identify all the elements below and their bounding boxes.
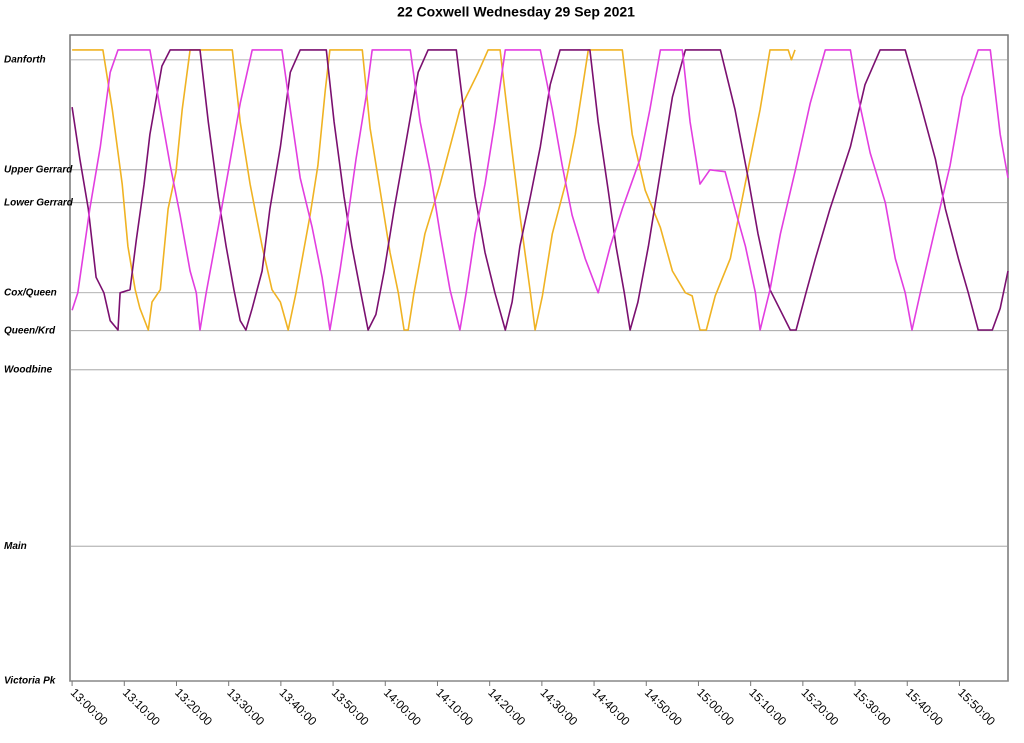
vehicle-line xyxy=(72,49,796,331)
y-tick-label: Main xyxy=(4,541,27,552)
x-tick-label: 13:00:00 xyxy=(68,685,111,728)
x-tick-label: 15:50:00 xyxy=(955,685,998,728)
y-tick-label: Lower Gerrard xyxy=(4,197,74,208)
x-tick-label: 13:30:00 xyxy=(224,685,267,728)
x-tick-label: 14:30:00 xyxy=(538,685,581,728)
vehicle-line xyxy=(71,49,1009,331)
x-tick-label: 13:10:00 xyxy=(120,685,163,728)
y-tick-label: Victoria Pk xyxy=(4,676,56,687)
x-tick-label: 14:50:00 xyxy=(642,685,685,728)
x-tick-label: 14:40:00 xyxy=(590,685,633,728)
y-tick-label: Queen/Krd xyxy=(4,325,56,336)
y-tick-label: Cox/Queen xyxy=(4,287,57,298)
x-tick-label: 14:20:00 xyxy=(485,685,528,728)
vehicle-line xyxy=(71,49,1009,331)
x-tick-label: 15:00:00 xyxy=(694,685,737,728)
x-tick-label: 14:00:00 xyxy=(381,685,424,728)
x-tick-label: 15:40:00 xyxy=(903,685,946,728)
x-tick-label: 13:50:00 xyxy=(329,685,372,728)
y-tick-label: Woodbine xyxy=(4,364,53,375)
x-tick-label: 15:20:00 xyxy=(798,685,841,728)
x-tick-label: 15:30:00 xyxy=(851,685,894,728)
y-tick-label: Upper Gerrard xyxy=(4,164,73,175)
x-tick-label: 15:10:00 xyxy=(746,685,789,728)
x-tick-label: 13:40:00 xyxy=(277,685,320,728)
x-tick-label: 14:10:00 xyxy=(433,685,476,728)
chart-title: 22 Coxwell Wednesday 29 Sep 2021 xyxy=(397,4,635,20)
y-tick-label: Danforth xyxy=(4,54,46,65)
x-tick-label: 13:20:00 xyxy=(172,685,215,728)
plot-frame xyxy=(69,34,1009,682)
